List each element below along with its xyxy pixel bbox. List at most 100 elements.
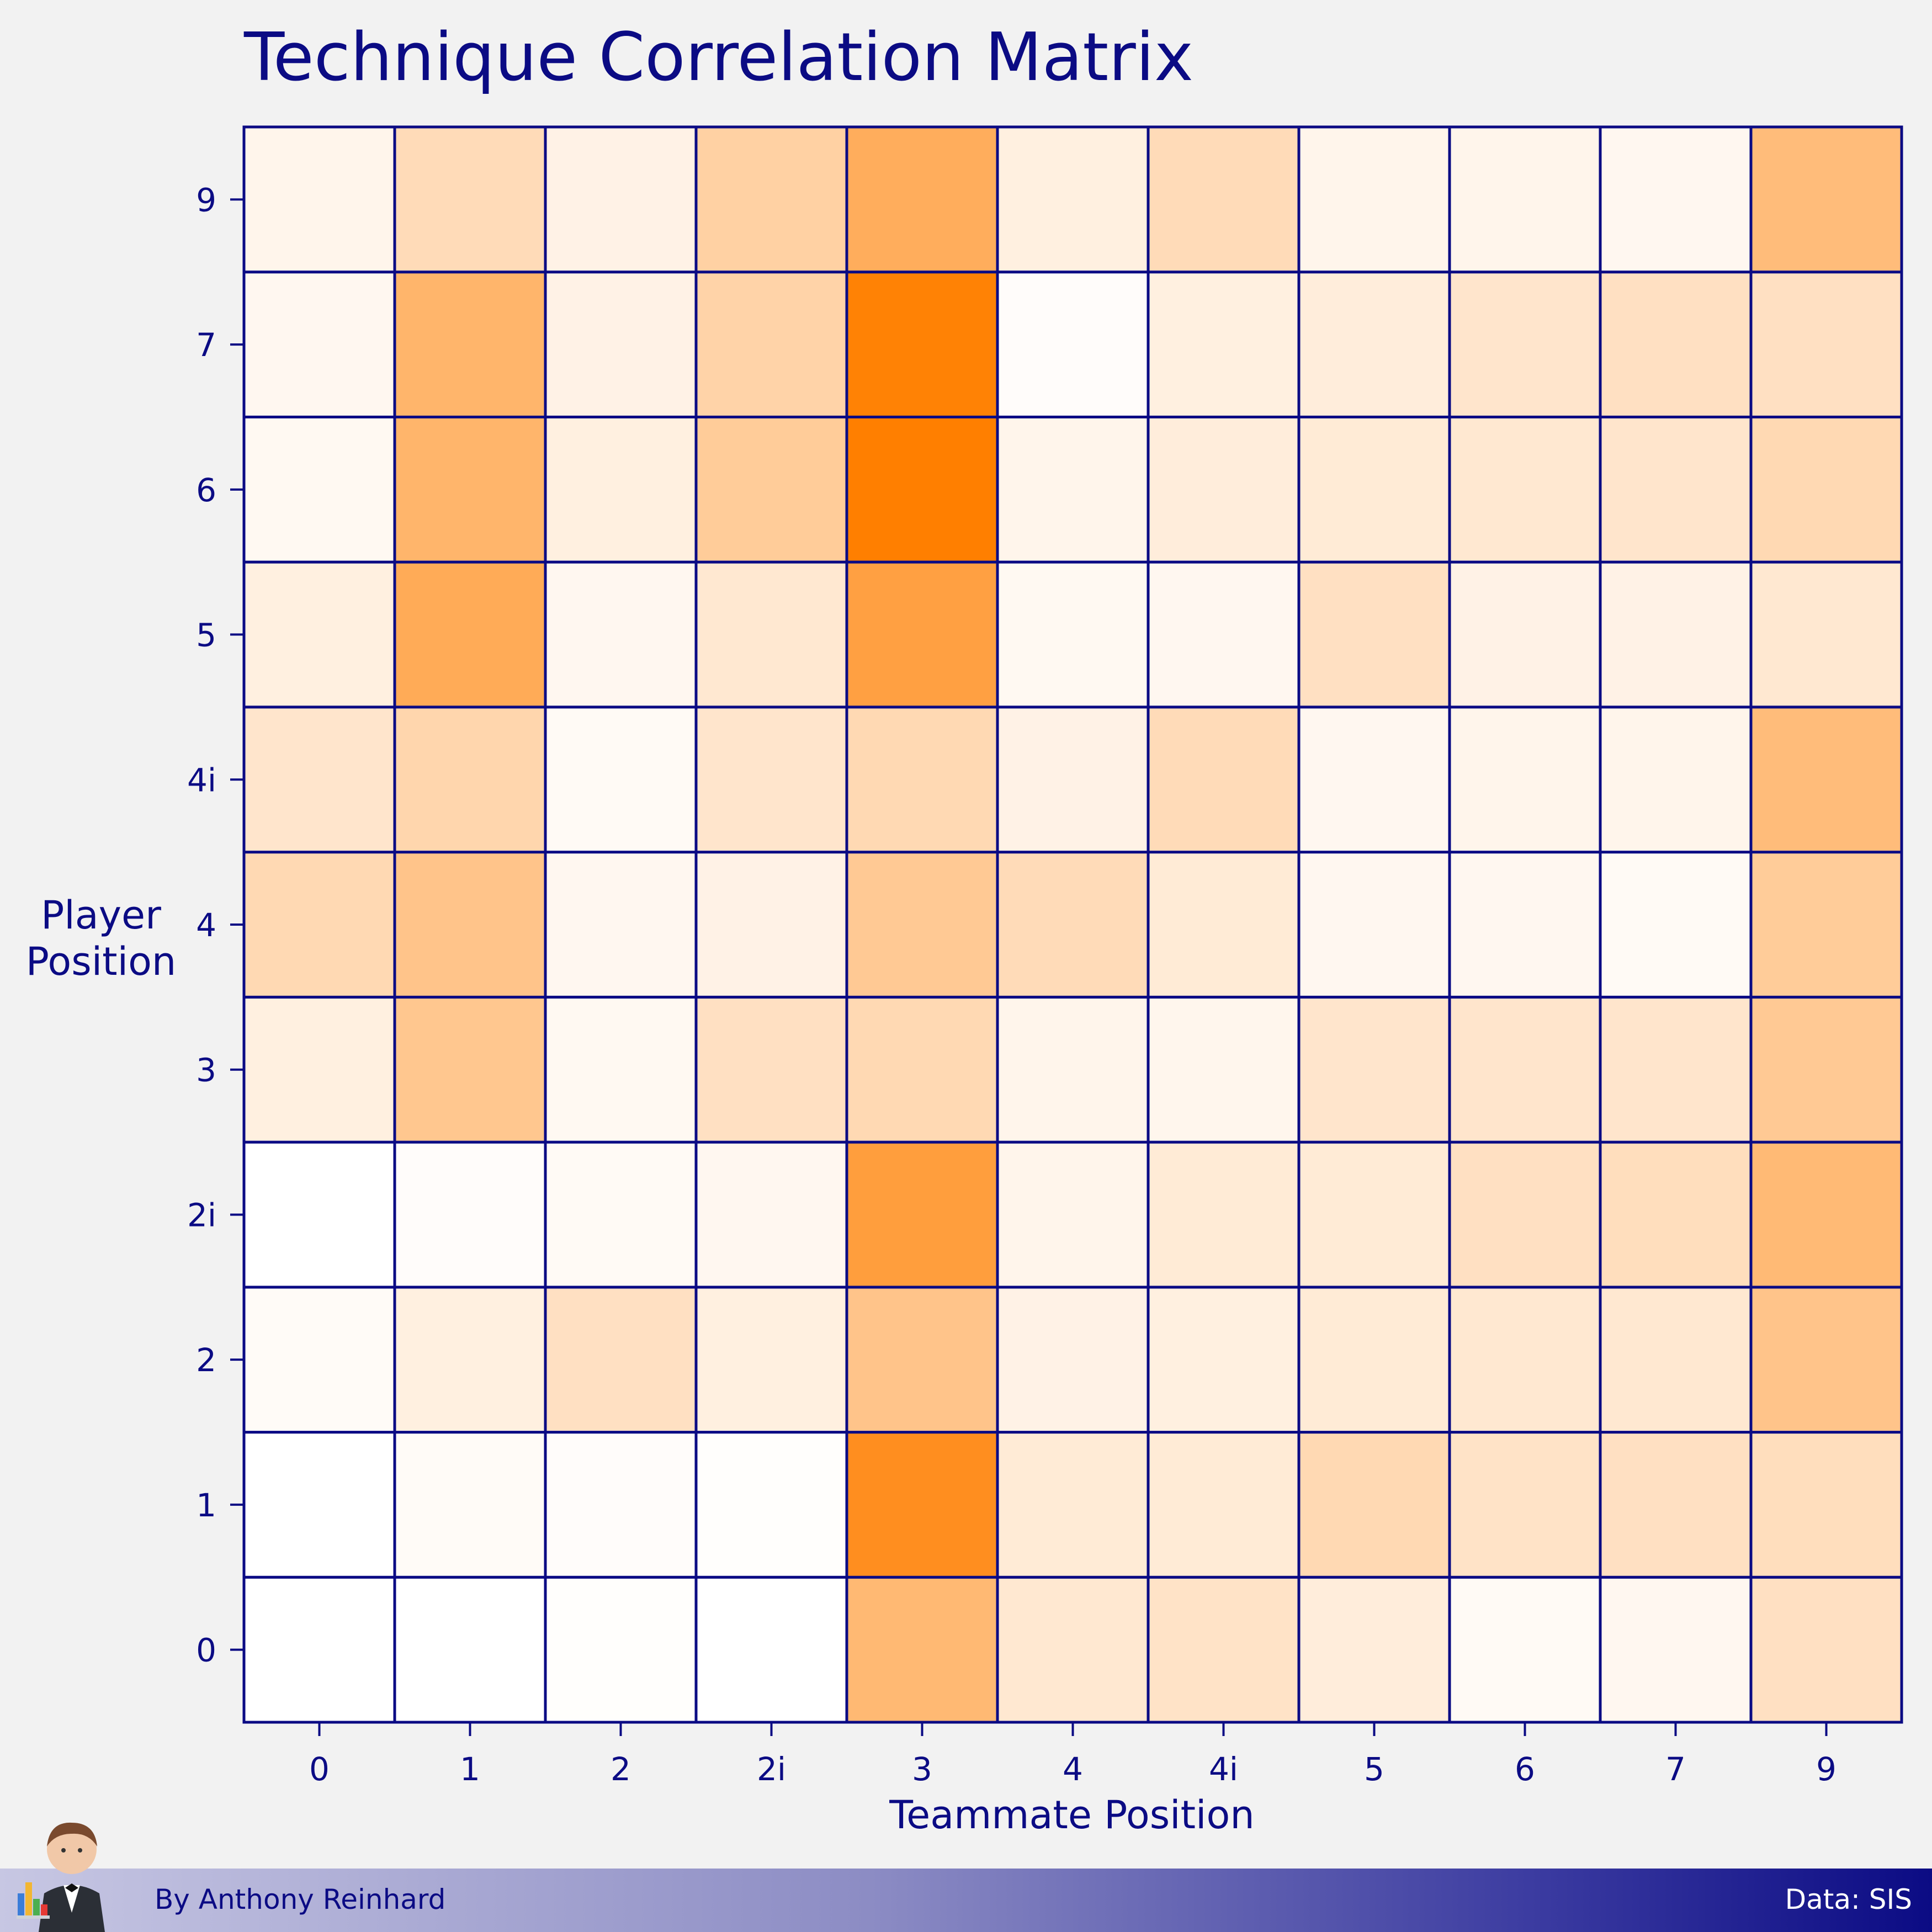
heatmap-cell-2i-9 bbox=[1749, 1140, 1903, 1289]
heatmap-cell-3-9 bbox=[1749, 995, 1903, 1144]
heatmap-cell-2-2 bbox=[544, 1286, 698, 1434]
heatmap-cell-3-6 bbox=[1448, 995, 1602, 1144]
heatmap-cell-4i-1 bbox=[393, 705, 547, 854]
heatmap-cell-1-1 bbox=[393, 1431, 547, 1579]
heatmap-cell-4-6 bbox=[1448, 851, 1602, 999]
y-tick-label-9: 9 bbox=[196, 181, 216, 219]
heatmap-cell-6-3 bbox=[845, 415, 999, 564]
heatmap-cell-9-2 bbox=[544, 125, 698, 274]
heatmap-cell-5-5 bbox=[1297, 560, 1451, 709]
byline: By Anthony Reinhard bbox=[155, 1883, 446, 1915]
y-tick-label-1: 1 bbox=[196, 1487, 216, 1524]
heatmap-cell-4i-6 bbox=[1448, 705, 1602, 854]
y-tick-label-4i: 4i bbox=[187, 761, 216, 799]
heatmap-cell-1-7 bbox=[1599, 1431, 1753, 1579]
heatmap-cell-2-3 bbox=[845, 1286, 999, 1434]
heatmap-cell-0-5 bbox=[1297, 1575, 1451, 1724]
heatmap-cell-9-9 bbox=[1749, 125, 1903, 274]
heatmap-cell-5-4i bbox=[1147, 560, 1301, 709]
heatmap-cell-2-5 bbox=[1297, 1286, 1451, 1434]
heatmap-cell-2i-2 bbox=[544, 1140, 698, 1289]
heatmap-cell-6-4i bbox=[1147, 415, 1301, 564]
heatmap-cell-5-7 bbox=[1599, 560, 1753, 709]
footer-bar bbox=[0, 1869, 1932, 1932]
heatmap-cell-2i-7 bbox=[1599, 1140, 1753, 1289]
heatmap-cell-9-7 bbox=[1599, 125, 1753, 274]
heatmap-cell-7-4i bbox=[1147, 270, 1301, 418]
heatmap-cell-1-4 bbox=[996, 1431, 1150, 1579]
heatmap-cell-3-4 bbox=[996, 995, 1150, 1144]
heatmap-cell-2i-1 bbox=[393, 1140, 547, 1289]
heatmap-cell-3-1 bbox=[393, 995, 547, 1144]
heatmap-cell-7-0 bbox=[242, 270, 396, 418]
heatmap-cell-2i-2i bbox=[694, 1140, 848, 1289]
heatmap-cell-6-2i bbox=[694, 415, 848, 564]
heatmap-cell-2i-4i bbox=[1147, 1140, 1301, 1289]
x-tick-labels: 0 1 2 2i 3 4 4i 5 6 7 9 bbox=[309, 1750, 1837, 1788]
heatmap-cell-4i-5 bbox=[1297, 705, 1451, 854]
heatmap-cell-9-2i bbox=[694, 125, 848, 274]
heatmap-cell-5-4 bbox=[996, 560, 1150, 709]
heatmap-cell-7-3 bbox=[845, 270, 999, 418]
x-tick-label-7: 7 bbox=[1665, 1750, 1686, 1788]
heatmap-cell-1-6 bbox=[1448, 1431, 1602, 1579]
heatmap-cell-4-5 bbox=[1297, 851, 1451, 999]
heatmap-cell-0-2 bbox=[544, 1575, 698, 1724]
x-axis-label: Teammate Position bbox=[889, 1792, 1254, 1838]
heatmap-cell-7-2i bbox=[694, 270, 848, 418]
x-tick-label-1: 1 bbox=[460, 1750, 480, 1788]
x-tick-label-4i: 4i bbox=[1209, 1750, 1238, 1788]
heatmap-cell-2-7 bbox=[1599, 1286, 1753, 1434]
y-tick-label-2: 2 bbox=[196, 1341, 216, 1379]
heatmap-cell-5-2 bbox=[544, 560, 698, 709]
x-tick-label-5: 5 bbox=[1364, 1750, 1384, 1788]
heatmap-cell-7-6 bbox=[1448, 270, 1602, 418]
heatmap-cell-4-3 bbox=[845, 851, 999, 999]
x-tick-label-2: 2 bbox=[611, 1750, 631, 1788]
heatmap-cell-0-4i bbox=[1147, 1575, 1301, 1724]
heatmap-cell-5-2i bbox=[694, 560, 848, 709]
chart-title: Technique Correlation Matrix bbox=[243, 19, 1193, 96]
heatmap-cell-2-1 bbox=[393, 1286, 547, 1434]
x-tick-label-9: 9 bbox=[1816, 1750, 1837, 1788]
heatmap-cell-7-1 bbox=[393, 270, 547, 418]
heatmap-cell-0-0 bbox=[242, 1575, 396, 1724]
heatmap-cell-2i-0 bbox=[242, 1140, 396, 1289]
heatmap-cell-1-3 bbox=[845, 1431, 999, 1579]
axis-ticks bbox=[230, 198, 1828, 1736]
heatmap-cell-6-4 bbox=[996, 415, 1150, 564]
heatmap-cell-2-9 bbox=[1749, 1286, 1903, 1434]
x-tick-label-3: 3 bbox=[912, 1750, 932, 1788]
heatmap-cell-3-7 bbox=[1599, 995, 1753, 1144]
heatmap-cell-9-0 bbox=[242, 125, 396, 274]
heatmap-cell-4-4 bbox=[996, 851, 1150, 999]
heatmap-cell-2i-4 bbox=[996, 1140, 1150, 1289]
heatmap-cell-2-0 bbox=[242, 1286, 396, 1434]
heatmap-cell-5-3 bbox=[845, 560, 999, 709]
x-tick-label-4: 4 bbox=[1063, 1750, 1083, 1788]
x-tick-label-2i: 2i bbox=[757, 1750, 786, 1788]
y-tick-label-7: 7 bbox=[196, 326, 216, 364]
heatmap-cell-9-4i bbox=[1147, 125, 1301, 274]
y-tick-label-4: 4 bbox=[196, 906, 216, 944]
heatmap-cell-9-6 bbox=[1448, 125, 1602, 274]
heatmap-cell-4-2i bbox=[694, 851, 848, 999]
y-tick-label-2i: 2i bbox=[187, 1196, 216, 1234]
heatmap-cell-2-6 bbox=[1448, 1286, 1602, 1434]
heatmap-cell-7-5 bbox=[1297, 270, 1451, 418]
heatmap-cell-2-4i bbox=[1147, 1286, 1301, 1434]
heatmap-cell-1-9 bbox=[1749, 1431, 1903, 1579]
heatmap-cell-3-3 bbox=[845, 995, 999, 1144]
heatmap-cell-0-3 bbox=[845, 1575, 999, 1724]
heatmap-cell-2i-5 bbox=[1297, 1140, 1451, 1289]
heatmap-cell-4i-4 bbox=[996, 705, 1150, 854]
heatmap-cell-2i-6 bbox=[1448, 1140, 1602, 1289]
heatmap-cell-6-9 bbox=[1749, 415, 1903, 564]
heatmap-cell-2-2i bbox=[694, 1286, 848, 1434]
heatmap-cell-0-7 bbox=[1599, 1575, 1753, 1724]
heatmap-cell-0-9 bbox=[1749, 1575, 1903, 1724]
heatmap-cell-0-1 bbox=[393, 1575, 547, 1724]
heatmap-cell-4i-2i bbox=[694, 705, 848, 854]
heatmap-cell-4i-2 bbox=[544, 705, 698, 854]
